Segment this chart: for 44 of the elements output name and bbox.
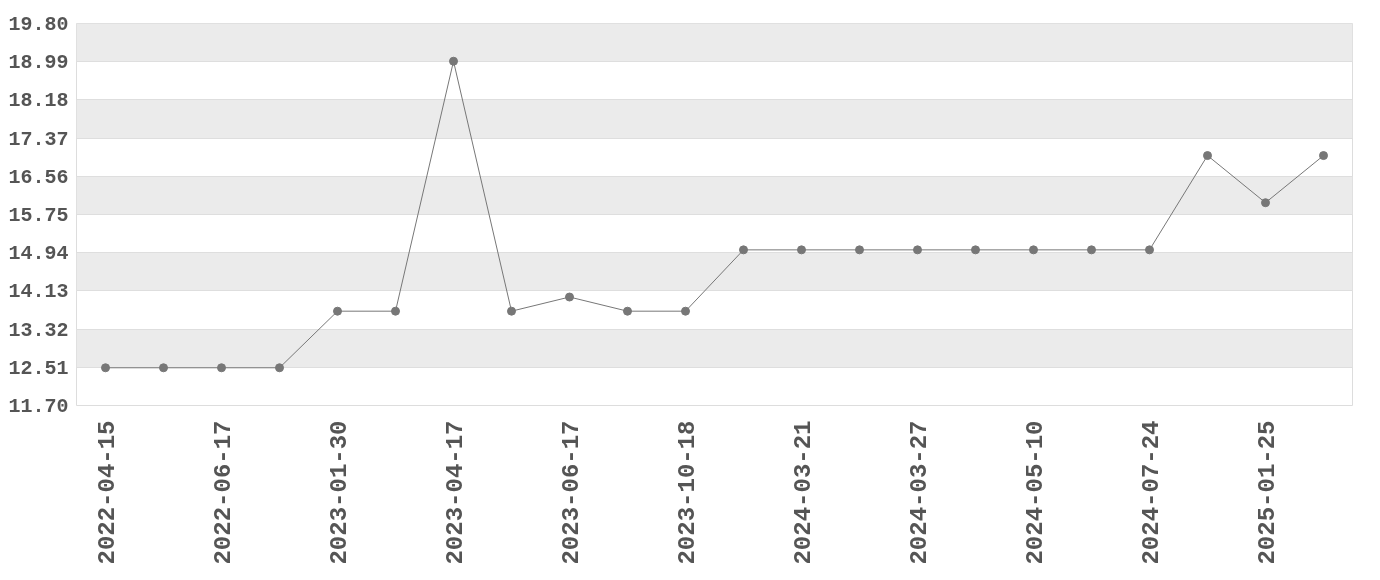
y-tick-label: 14.94 bbox=[8, 242, 69, 266]
point bbox=[217, 363, 226, 373]
point bbox=[855, 245, 864, 255]
point bbox=[971, 245, 980, 255]
point bbox=[391, 306, 400, 316]
x-tick-label: 2023-04-17 bbox=[441, 420, 469, 565]
point bbox=[913, 245, 922, 255]
x-tick-label: 2024-05-10 bbox=[1021, 420, 1049, 565]
x-tick-label: 2023-06-17 bbox=[557, 420, 585, 565]
x-tick-label: 2022-04-15 bbox=[93, 420, 121, 565]
x-tick-label: 2024-03-27 bbox=[905, 420, 933, 565]
point bbox=[1029, 245, 1038, 255]
point bbox=[1261, 198, 1270, 208]
y-tick-label: 18.18 bbox=[8, 89, 69, 113]
point bbox=[681, 306, 690, 316]
x-tick-label: 2023-10-18 bbox=[673, 420, 701, 565]
point bbox=[1319, 151, 1328, 161]
y-tick-label: 12.51 bbox=[8, 356, 69, 380]
point bbox=[449, 56, 458, 66]
point bbox=[159, 363, 168, 373]
y-tick-label: 17.37 bbox=[8, 127, 69, 151]
x-tick-label: 2022-06-17 bbox=[209, 420, 237, 565]
point bbox=[565, 292, 574, 302]
point bbox=[1203, 151, 1212, 161]
point bbox=[333, 306, 342, 316]
point bbox=[1145, 245, 1154, 255]
y-tick-label: 16.56 bbox=[8, 165, 69, 189]
point bbox=[507, 306, 516, 316]
x-tick-label: 2023-01-30 bbox=[325, 420, 353, 565]
point bbox=[739, 245, 748, 255]
point bbox=[275, 363, 284, 373]
point bbox=[623, 306, 632, 316]
y-tick-label: 18.99 bbox=[8, 51, 69, 75]
point bbox=[797, 245, 806, 255]
y-tick-label: 15.75 bbox=[8, 204, 69, 227]
point bbox=[1087, 245, 1096, 255]
x-tick-label: 2024-07-24 bbox=[1137, 420, 1165, 565]
y-tick-label: 13.32 bbox=[8, 318, 69, 342]
y-tick-label: 11.70 bbox=[8, 395, 69, 418]
y-tick-label: 19.80 bbox=[8, 13, 69, 36]
x-tick-label: 2024-03-21 bbox=[789, 420, 817, 565]
point bbox=[101, 363, 110, 373]
x-tick-label: 2025-01-25 bbox=[1253, 420, 1281, 565]
y-tick-label: 14.13 bbox=[8, 280, 69, 304]
